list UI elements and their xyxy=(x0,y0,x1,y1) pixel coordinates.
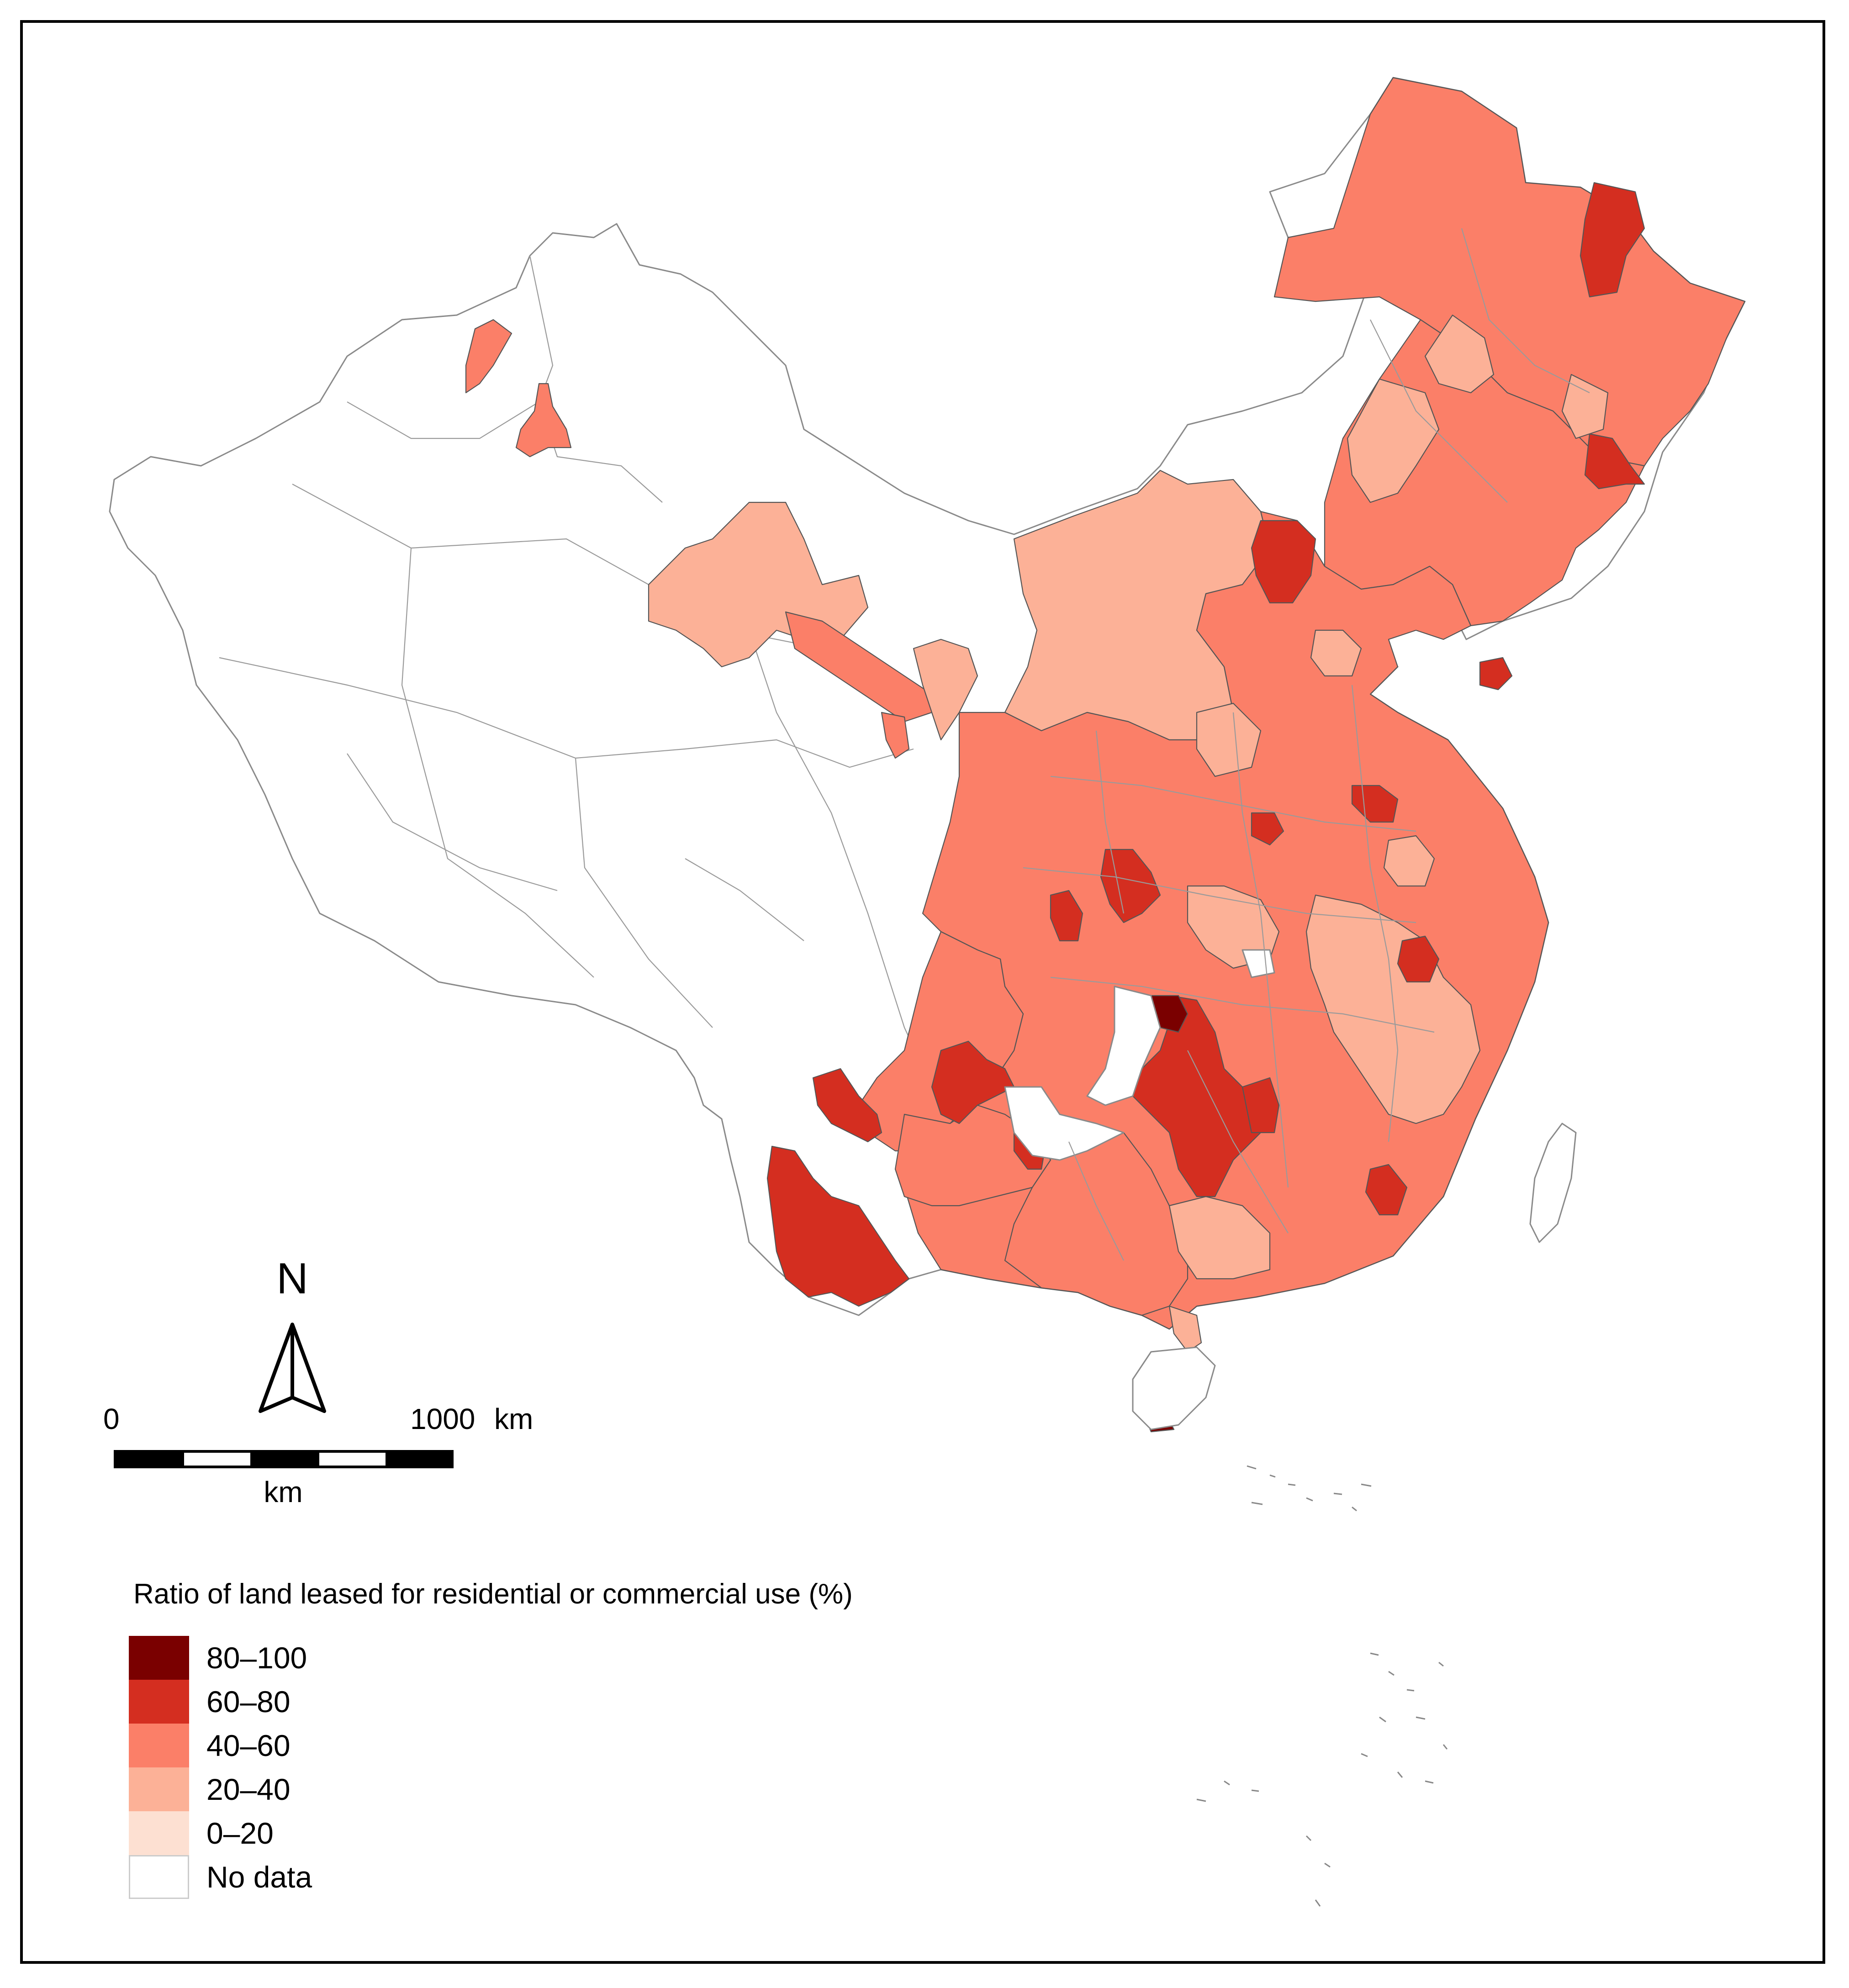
legend-swatch xyxy=(129,1724,189,1767)
scale-unit-label-below: km xyxy=(264,1476,303,1508)
region-henan-6080 xyxy=(1251,812,1284,846)
region-shandong-6080 xyxy=(1479,657,1513,691)
region-yunnan-ne-6080 xyxy=(931,1040,1015,1124)
legend-label: 80–100 xyxy=(206,1641,307,1675)
region-xinjiang-north-1 xyxy=(465,319,512,394)
legend-title: Ratio of land leased for residential or … xyxy=(133,1578,853,1610)
north-arrow-icon xyxy=(259,1323,326,1413)
legend-swatch xyxy=(129,1680,189,1724)
map-frame xyxy=(20,20,1825,1964)
region-ne-6080-2 xyxy=(1584,433,1645,490)
legend-label: 60–80 xyxy=(206,1685,291,1719)
scale-start-label: 0 xyxy=(103,1403,120,1435)
region-shandong-2040 xyxy=(1310,629,1362,677)
region-hainan-north xyxy=(1168,1305,1202,1353)
taiwan-outline xyxy=(1529,1123,1577,1243)
region-xinjiang-north-2 xyxy=(515,383,572,458)
legend-swatch xyxy=(129,1855,189,1899)
region-jiangxi-6080 xyxy=(1241,1077,1280,1134)
region-guangdong-2040 xyxy=(1168,1196,1271,1280)
province-boundaries xyxy=(219,255,937,1097)
prefecture-boundaries xyxy=(1023,228,1590,1261)
legend-swatch xyxy=(129,1811,189,1855)
region-ne-2040-1 xyxy=(1424,314,1495,394)
scale-end-label: 1000 xyxy=(410,1403,475,1435)
region-ne-2040-3 xyxy=(1347,378,1440,503)
region-anhui-2040 xyxy=(1383,835,1435,887)
legend-swatch xyxy=(129,1767,189,1811)
north-label: N xyxy=(276,1254,308,1303)
legend-label: 20–40 xyxy=(206,1772,291,1806)
region-yunnan-north xyxy=(812,1068,882,1143)
hainan-outline xyxy=(1132,1346,1216,1430)
legend-swatch xyxy=(129,1636,189,1680)
legend-label: 40–60 xyxy=(206,1729,291,1762)
region-hubei-6080-1 xyxy=(1100,849,1161,923)
scale-bar xyxy=(114,1450,454,1468)
region-ne-6080-1 xyxy=(1580,182,1645,298)
south-sea-islands xyxy=(1196,1465,1448,1907)
region-yunnan-south xyxy=(766,1145,910,1307)
region-guangxi xyxy=(1004,1123,1189,1316)
region-ne-2040-2 xyxy=(1561,374,1609,439)
region-no-data-3 xyxy=(1004,1086,1125,1161)
legend-label: No data xyxy=(206,1860,312,1894)
region-guangdong-6080 xyxy=(1365,1164,1408,1216)
scale-unit-label-right: km xyxy=(494,1403,534,1435)
region-shaanxi-2040 xyxy=(1196,702,1262,777)
region-zhejiang-6080 xyxy=(1397,935,1440,983)
region-hubei-6080-2 xyxy=(1050,890,1083,942)
region-no-data-1 xyxy=(1086,986,1161,1106)
region-small-west-1 xyxy=(881,712,910,759)
legend-label: 0–20 xyxy=(206,1816,274,1850)
region-hebei-6080 xyxy=(1251,520,1316,604)
